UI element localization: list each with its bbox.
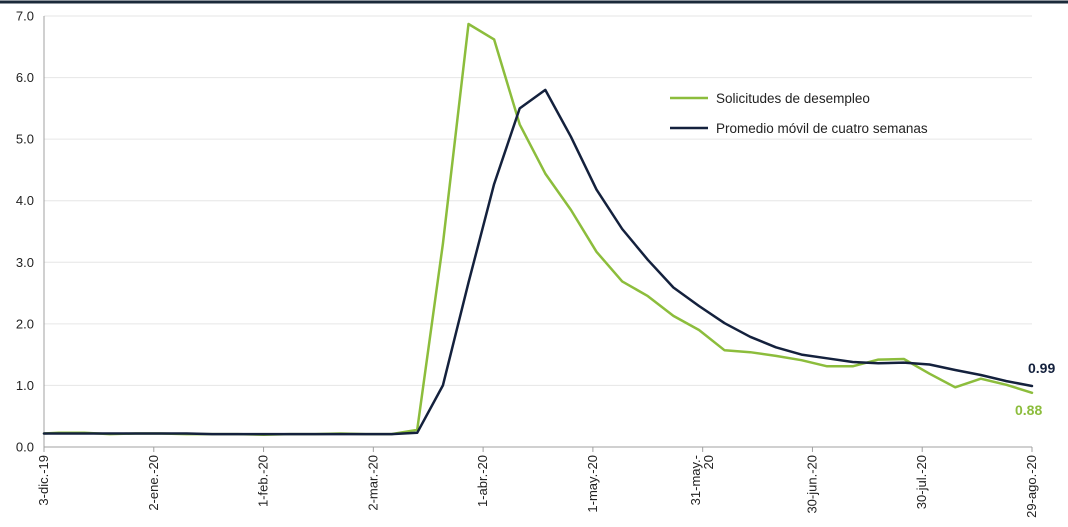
legend-label-solicitudes: Solicitudes de desempleo [716,91,870,106]
y-tick-label: 6.0 [16,70,34,85]
legend-label-promedio: Promedio móvil de cuatro semanas [716,121,928,136]
x-tick-label: 29-ago.-20 [1024,455,1039,518]
x-tick-label: 30-jun.-20 [804,455,819,514]
y-tick-label: 4.0 [16,193,34,208]
x-tick-label: 1-abr.-20 [475,455,490,507]
x-tick-label: 1-may.-20 [585,455,600,513]
y-tick-label: 3.0 [16,255,34,270]
series-line-solicitudes [42,22,1034,436]
series-lines [42,22,1034,436]
end-label-promedio: 0.99 [1028,360,1055,376]
axes: 0.0 1.0 2.0 3.0 4.0 5.0 6.0 7.0 3-dic.-19 2-ene.-… [16,9,1039,518]
x-tick-label: 20 [701,455,716,469]
x-tick-label: 3-dic.-19 [36,455,51,506]
end-label-solicitudes: 0.88 [1015,402,1042,418]
y-tick-label: 0.0 [16,440,34,455]
y-tick-label: 7.0 [16,9,34,24]
series-line-promedio [42,88,1034,436]
x-tick-label: 2-mar.-20 [365,455,380,511]
y-tick-label: 1.0 [16,378,34,393]
gridlines [44,15,1032,386]
y-tick-label: 2.0 [16,316,34,331]
x-tick-label: 30-jul.-20 [914,455,929,509]
legend: Solicitudes de desempleo Promedio móvil … [670,91,928,136]
x-tick-label: 31-may.- [688,455,703,505]
x-tick-label: 2-ene.-20 [146,455,161,511]
x-tick-label: 1-feb.-20 [256,455,271,507]
y-tick-label: 5.0 [16,132,34,147]
